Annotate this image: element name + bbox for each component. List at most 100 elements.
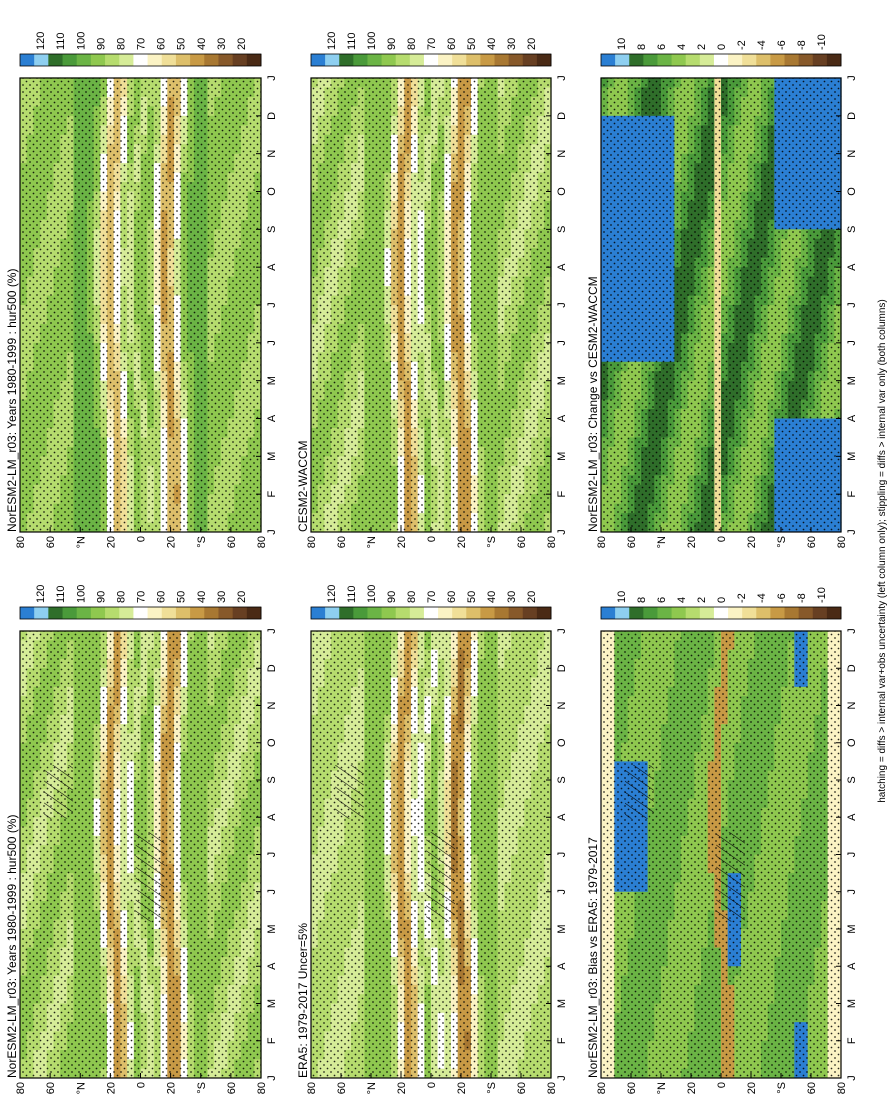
colorbar-swatch xyxy=(20,54,35,66)
x-tick-label: J xyxy=(266,1075,278,1081)
x-tick-label: F xyxy=(266,1037,278,1044)
x-tick-label: S xyxy=(266,226,278,233)
y-tick-label: 80 xyxy=(256,1082,268,1094)
x-tick-label: S xyxy=(266,776,278,783)
colorbar-tick-label: 120 xyxy=(35,585,47,603)
colorbar-tick-label: 100 xyxy=(75,585,87,603)
y-tick-label: 20 xyxy=(105,536,117,548)
colorbar-tick-label: 90 xyxy=(95,591,107,603)
colorbar-swatch xyxy=(147,607,163,619)
x-tick-label: A xyxy=(266,263,278,271)
x-tick-label: A xyxy=(266,813,278,821)
x-tick-label: A xyxy=(266,962,278,970)
colorbar-tick-label: 110 xyxy=(55,32,67,50)
colorbar-swatch xyxy=(218,54,234,66)
x-tick-label: O xyxy=(266,738,278,747)
y-tick-label: °N xyxy=(75,536,87,548)
colorbar-tick-label: 60 xyxy=(156,591,168,603)
colorbar-swatch xyxy=(48,607,64,619)
colorbar-swatch xyxy=(190,54,205,66)
colorbar-swatch xyxy=(34,54,49,66)
y-tick-label: 0 xyxy=(136,1082,148,1088)
y-tick-label: 20 xyxy=(105,1082,117,1094)
hatching xyxy=(135,832,165,922)
stippling xyxy=(20,78,261,532)
colorbar-tick-label: 90 xyxy=(95,38,107,50)
colorbar-swatch xyxy=(133,54,149,66)
colorbar-tick-label: 80 xyxy=(115,38,127,50)
x-tick-label: N xyxy=(266,150,278,158)
colorbar-swatch xyxy=(204,54,219,66)
colorbar-tick-label: 50 xyxy=(176,591,188,603)
x-tick-label: J xyxy=(266,529,278,535)
x-tick-label: M xyxy=(266,376,278,385)
x-tick-label: O xyxy=(266,187,278,196)
x-tick-label: A xyxy=(266,414,278,422)
colorbar-tick-label: 70 xyxy=(136,38,148,50)
colorbar-swatch xyxy=(90,607,106,619)
colorbar-tick-label: 80 xyxy=(115,591,127,603)
colorbar-swatch xyxy=(175,607,191,619)
y-tick-label: 0 xyxy=(136,536,148,542)
y-tick-label: °S xyxy=(196,1082,208,1094)
x-tick-label: J xyxy=(266,628,278,634)
colorbar-tick-label: 30 xyxy=(216,38,228,50)
x-tick-label: J xyxy=(266,889,278,895)
colorbar-swatch xyxy=(246,54,262,66)
colorbar-swatch xyxy=(133,607,149,619)
colorbar-swatch xyxy=(76,54,92,66)
x-tick-label: M xyxy=(266,924,278,933)
colorbar-swatch xyxy=(105,54,120,66)
colorbar-tick-label: 110 xyxy=(55,585,67,603)
colorbar-swatch xyxy=(20,607,35,619)
y-tick-label: 80 xyxy=(256,536,268,548)
y-tick-label: °S xyxy=(196,536,208,548)
colorbar-swatch xyxy=(119,607,134,619)
colorbar-swatch xyxy=(204,607,219,619)
panel-title: NorESM2-LM_r03: Years 1980-1999 : hur500… xyxy=(5,815,19,1078)
x-tick-label: J xyxy=(266,340,278,346)
colorbar-swatch xyxy=(62,54,78,66)
x-tick-label: D xyxy=(266,664,278,672)
x-tick-label: M xyxy=(266,999,278,1008)
x-tick-label: J xyxy=(266,75,278,81)
colorbar-swatch xyxy=(246,607,262,619)
y-tick-label: 60 xyxy=(226,536,238,548)
x-tick-label: J xyxy=(266,302,278,308)
x-tick-label: J xyxy=(266,852,278,858)
colorbar-swatch xyxy=(34,607,49,619)
panel-title: NorESM2-LM_r03: Years 1980-1999 : hur500… xyxy=(5,269,19,532)
colorbar-swatch xyxy=(161,607,177,619)
colorbar-tick-label: 40 xyxy=(196,591,208,603)
colorbar-swatch xyxy=(147,54,163,66)
hatching xyxy=(44,765,74,819)
x-tick-label: N xyxy=(266,701,278,709)
y-tick-label: 60 xyxy=(45,536,57,548)
colorbar-swatch xyxy=(232,54,248,66)
colorbar-swatch xyxy=(105,607,120,619)
x-tick-label: D xyxy=(266,112,278,120)
colorbar-swatch xyxy=(190,607,205,619)
colorbar-tick-label: 20 xyxy=(236,591,248,603)
x-tick-label: M xyxy=(266,452,278,461)
colorbar-tick-label: 30 xyxy=(216,591,228,603)
colorbar-tick-label: 60 xyxy=(156,38,168,50)
colorbar-swatch xyxy=(62,607,78,619)
colorbar-swatch xyxy=(48,54,64,66)
y-tick-label: 80 xyxy=(15,536,27,548)
y-tick-label: 60 xyxy=(45,1082,57,1094)
y-tick-label: 20 xyxy=(166,536,178,548)
y-tick-label: 60 xyxy=(226,1082,238,1094)
colorbar-swatch xyxy=(119,54,134,66)
colorbar-swatch xyxy=(90,54,106,66)
colorbar-swatch xyxy=(218,607,234,619)
colorbar-swatch xyxy=(76,607,92,619)
colorbar-tick-label: 70 xyxy=(136,591,148,603)
y-tick-label: 20 xyxy=(166,1082,178,1094)
colorbar-swatch xyxy=(232,607,248,619)
colorbar-tick-label: 40 xyxy=(196,38,208,50)
y-tick-label: 80 xyxy=(15,1082,27,1094)
colorbar-swatch xyxy=(161,54,177,66)
